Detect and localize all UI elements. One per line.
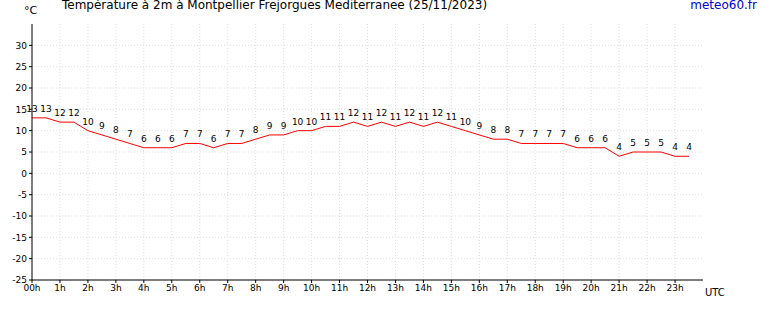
svg-text:11: 11 bbox=[446, 112, 457, 122]
svg-text:19h: 19h bbox=[555, 283, 572, 293]
svg-text:16h: 16h bbox=[471, 283, 488, 293]
svg-text:10: 10 bbox=[306, 117, 318, 127]
svg-text:8: 8 bbox=[113, 125, 119, 135]
svg-text:1h: 1h bbox=[54, 283, 65, 293]
svg-text:20h: 20h bbox=[583, 283, 600, 293]
svg-text:6: 6 bbox=[602, 134, 608, 144]
svg-text:5: 5 bbox=[630, 138, 636, 148]
svg-text:11h: 11h bbox=[331, 283, 348, 293]
svg-text:12: 12 bbox=[68, 108, 79, 118]
svg-text:5: 5 bbox=[21, 147, 27, 157]
svg-text:6h: 6h bbox=[194, 283, 205, 293]
svg-text:9: 9 bbox=[476, 121, 482, 131]
svg-text:20: 20 bbox=[16, 83, 28, 93]
html-text:UTC: UTC bbox=[705, 287, 725, 298]
svg-text:10: 10 bbox=[82, 117, 94, 127]
svg-text:12: 12 bbox=[432, 108, 443, 118]
svg-text:7: 7 bbox=[532, 129, 538, 139]
svg-text:6: 6 bbox=[141, 134, 147, 144]
svg-text:17h: 17h bbox=[499, 283, 516, 293]
svg-text:11: 11 bbox=[320, 112, 331, 122]
svg-text:25: 25 bbox=[16, 62, 27, 72]
svg-text:7: 7 bbox=[518, 129, 524, 139]
svg-text:7: 7 bbox=[560, 129, 566, 139]
svg-text:30: 30 bbox=[16, 41, 28, 51]
svg-text:9: 9 bbox=[267, 121, 273, 131]
svg-text:-10: -10 bbox=[12, 211, 27, 221]
svg-text:9h: 9h bbox=[278, 283, 289, 293]
svg-text:22h: 22h bbox=[639, 283, 656, 293]
svg-text:23h: 23h bbox=[666, 283, 683, 293]
svg-text:14h: 14h bbox=[415, 283, 432, 293]
svg-text:7: 7 bbox=[127, 129, 133, 139]
svg-text:9: 9 bbox=[281, 121, 287, 131]
svg-text:12h: 12h bbox=[359, 283, 376, 293]
svg-text:4: 4 bbox=[686, 142, 692, 152]
svg-text:4h: 4h bbox=[138, 283, 149, 293]
svg-text:12: 12 bbox=[376, 108, 387, 118]
svg-text:18h: 18h bbox=[527, 283, 544, 293]
svg-text:5: 5 bbox=[644, 138, 650, 148]
svg-text:13: 13 bbox=[40, 104, 51, 114]
svg-text:00h: 00h bbox=[23, 283, 41, 294]
svg-text:11: 11 bbox=[418, 112, 429, 122]
svg-text:6: 6 bbox=[169, 134, 175, 144]
html-text:°C: °C bbox=[24, 4, 38, 17]
svg-text:15: 15 bbox=[15, 104, 27, 115]
svg-text:6: 6 bbox=[588, 134, 594, 144]
svg-text:15h: 15h bbox=[443, 283, 460, 293]
svg-text:2h: 2h bbox=[82, 283, 93, 293]
svg-text:12: 12 bbox=[54, 108, 65, 118]
svg-text:-15: -15 bbox=[12, 233, 27, 243]
svg-text:7h: 7h bbox=[222, 283, 233, 293]
svg-text:0: 0 bbox=[21, 169, 27, 179]
svg-text:21h: 21h bbox=[611, 283, 628, 293]
svg-text:5h: 5h bbox=[166, 283, 177, 293]
svg-text:4: 4 bbox=[672, 142, 678, 152]
svg-text:-5: -5 bbox=[18, 190, 27, 200]
svg-text:7: 7 bbox=[197, 129, 203, 139]
svg-text:7: 7 bbox=[183, 129, 189, 139]
svg-text:11: 11 bbox=[390, 112, 401, 122]
svg-text:5: 5 bbox=[658, 138, 664, 148]
svg-text:8: 8 bbox=[504, 125, 510, 135]
svg-text:7: 7 bbox=[225, 129, 231, 139]
svg-text:6: 6 bbox=[155, 134, 161, 144]
svg-text:13h: 13h bbox=[387, 283, 404, 293]
svg-text:8: 8 bbox=[490, 125, 496, 135]
svg-text:4: 4 bbox=[616, 142, 622, 152]
svg-text:-20: -20 bbox=[12, 254, 27, 264]
svg-text:8h: 8h bbox=[250, 283, 261, 293]
svg-text:11: 11 bbox=[334, 112, 345, 122]
svg-text:8: 8 bbox=[253, 125, 259, 135]
svg-text:10: 10 bbox=[460, 117, 472, 127]
svg-text:7: 7 bbox=[546, 129, 552, 139]
svg-text:12: 12 bbox=[348, 108, 359, 118]
svg-text:6: 6 bbox=[574, 134, 580, 144]
svg-text:10: 10 bbox=[16, 126, 28, 136]
svg-text:10h: 10h bbox=[303, 283, 320, 293]
svg-text:3h: 3h bbox=[110, 283, 121, 293]
svg-text:12: 12 bbox=[404, 108, 415, 118]
svg-text:6: 6 bbox=[211, 134, 217, 144]
svg-text:11: 11 bbox=[362, 112, 373, 122]
svg-text:10: 10 bbox=[292, 117, 304, 127]
svg-text:7: 7 bbox=[239, 129, 245, 139]
svg-text:9: 9 bbox=[99, 121, 105, 131]
svg-text:13: 13 bbox=[26, 104, 37, 114]
svg-text:-25: -25 bbox=[12, 275, 27, 285]
